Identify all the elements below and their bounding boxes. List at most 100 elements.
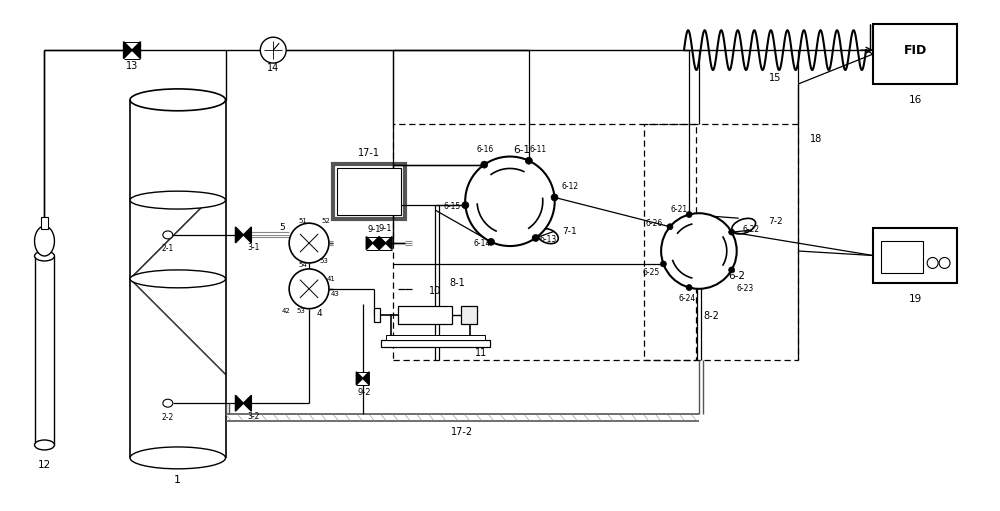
Bar bbox=[41, 217, 48, 229]
Circle shape bbox=[661, 213, 737, 289]
Circle shape bbox=[729, 229, 735, 235]
Bar bbox=[644, 124, 798, 360]
Circle shape bbox=[260, 37, 286, 63]
Text: 8-2: 8-2 bbox=[703, 311, 719, 321]
Text: 9-2: 9-2 bbox=[358, 388, 371, 397]
Ellipse shape bbox=[35, 226, 54, 256]
Text: 14: 14 bbox=[267, 63, 279, 73]
Circle shape bbox=[939, 258, 950, 268]
Text: 17-2: 17-2 bbox=[451, 427, 473, 437]
Text: 10: 10 bbox=[429, 286, 441, 296]
Polygon shape bbox=[243, 227, 251, 243]
Polygon shape bbox=[243, 395, 251, 411]
Text: 6-22: 6-22 bbox=[743, 225, 760, 234]
Text: 15: 15 bbox=[769, 73, 781, 83]
Bar bbox=[35, 256, 54, 445]
Text: 17-1: 17-1 bbox=[358, 148, 380, 157]
Text: 6-24: 6-24 bbox=[678, 294, 696, 303]
Text: 5: 5 bbox=[279, 223, 285, 231]
Polygon shape bbox=[363, 372, 369, 385]
Bar bbox=[881, 241, 923, 273]
Text: FID: FID bbox=[904, 43, 927, 57]
Ellipse shape bbox=[130, 89, 226, 111]
Polygon shape bbox=[356, 372, 363, 385]
Polygon shape bbox=[386, 237, 392, 249]
Bar bbox=[873, 228, 957, 283]
Text: 3-1: 3-1 bbox=[247, 243, 260, 252]
Text: 1: 1 bbox=[174, 475, 181, 485]
Polygon shape bbox=[373, 237, 379, 249]
Text: 9-1: 9-1 bbox=[368, 225, 381, 234]
Circle shape bbox=[481, 161, 488, 168]
Text: 6-16: 6-16 bbox=[476, 145, 494, 154]
Polygon shape bbox=[379, 237, 386, 249]
Ellipse shape bbox=[130, 447, 226, 469]
Ellipse shape bbox=[35, 440, 54, 450]
Text: 7-2: 7-2 bbox=[769, 217, 783, 226]
Circle shape bbox=[465, 156, 555, 246]
Circle shape bbox=[686, 212, 692, 218]
Text: 53: 53 bbox=[297, 308, 306, 314]
Text: 19: 19 bbox=[909, 294, 922, 304]
Ellipse shape bbox=[35, 251, 54, 261]
Text: 7-1: 7-1 bbox=[562, 227, 577, 236]
Polygon shape bbox=[132, 42, 140, 59]
Circle shape bbox=[686, 285, 692, 291]
Polygon shape bbox=[366, 237, 373, 249]
Ellipse shape bbox=[163, 399, 173, 407]
Circle shape bbox=[289, 223, 329, 263]
Bar bbox=[393, 124, 696, 360]
Bar bbox=[333, 165, 405, 219]
Text: 51: 51 bbox=[299, 218, 308, 224]
Text: 6-12: 6-12 bbox=[562, 182, 579, 191]
Circle shape bbox=[462, 202, 469, 208]
Text: 9-1: 9-1 bbox=[379, 224, 392, 233]
Text: 6-21: 6-21 bbox=[670, 205, 688, 214]
Bar bbox=[337, 169, 401, 215]
Text: 6-13: 6-13 bbox=[539, 235, 556, 244]
Text: 8-1: 8-1 bbox=[449, 278, 465, 288]
Polygon shape bbox=[235, 227, 243, 243]
Circle shape bbox=[532, 235, 539, 241]
Bar bbox=[381, 339, 490, 347]
Text: 2-2: 2-2 bbox=[162, 412, 174, 422]
Circle shape bbox=[525, 157, 532, 164]
Text: 13: 13 bbox=[126, 61, 138, 71]
Bar bbox=[398, 306, 452, 323]
Circle shape bbox=[488, 238, 495, 245]
Text: 6-15: 6-15 bbox=[444, 202, 461, 211]
Text: 6-1: 6-1 bbox=[513, 145, 530, 155]
Polygon shape bbox=[124, 42, 132, 59]
Circle shape bbox=[667, 224, 673, 230]
Circle shape bbox=[660, 261, 666, 267]
Circle shape bbox=[289, 269, 329, 309]
Circle shape bbox=[551, 194, 558, 201]
Text: 3-2: 3-2 bbox=[247, 412, 260, 421]
Text: 54: 54 bbox=[299, 262, 307, 268]
Polygon shape bbox=[235, 395, 243, 411]
Text: 6-11: 6-11 bbox=[530, 145, 547, 154]
Text: 42: 42 bbox=[281, 308, 290, 314]
Ellipse shape bbox=[130, 191, 226, 209]
Text: 4: 4 bbox=[316, 309, 322, 318]
Bar bbox=[374, 308, 380, 321]
Text: 18: 18 bbox=[810, 134, 823, 144]
Text: 53: 53 bbox=[319, 258, 328, 264]
Ellipse shape bbox=[163, 231, 173, 239]
Bar bbox=[461, 306, 477, 323]
Bar bbox=[386, 335, 485, 339]
Text: 52: 52 bbox=[321, 218, 330, 224]
Text: 6-2: 6-2 bbox=[729, 271, 746, 281]
Ellipse shape bbox=[130, 270, 226, 288]
Bar bbox=[873, 24, 957, 84]
Text: 6-14: 6-14 bbox=[473, 239, 491, 247]
Text: 11: 11 bbox=[475, 349, 487, 358]
Text: 43: 43 bbox=[331, 291, 340, 297]
Text: 2-1: 2-1 bbox=[162, 244, 174, 253]
Text: 6-23: 6-23 bbox=[737, 284, 754, 293]
Circle shape bbox=[729, 267, 735, 273]
Text: 6-25: 6-25 bbox=[643, 268, 660, 277]
Text: 12: 12 bbox=[38, 460, 51, 470]
Circle shape bbox=[927, 258, 938, 268]
Text: 41: 41 bbox=[327, 276, 336, 282]
